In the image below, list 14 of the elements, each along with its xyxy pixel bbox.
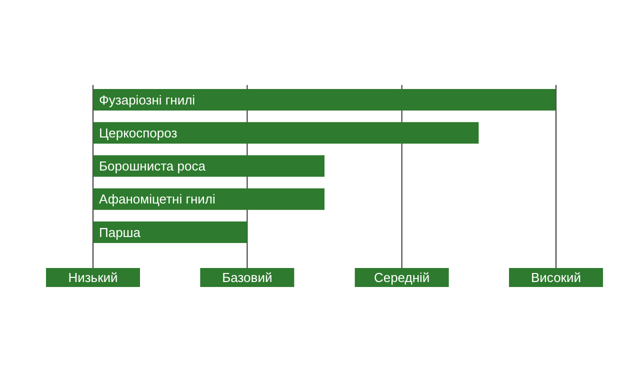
bar	[93, 188, 324, 210]
ref-line-label: Середній	[374, 270, 430, 286]
bar	[93, 221, 248, 243]
y-tick-label: Церкоспороз	[99, 125, 178, 140]
y-tick-label: Парша	[99, 224, 142, 240]
ref-line-label: Низький	[68, 270, 118, 286]
bar	[93, 122, 479, 144]
bar	[93, 155, 324, 177]
ref-line-label: Високий	[530, 270, 582, 286]
y-tick-label: Фузаріозні гнилі	[99, 92, 196, 108]
y-tick-label: Борошниста роса	[99, 158, 206, 174]
bar	[93, 89, 556, 111]
y-tick-label: Афаноміцетні гнилі	[99, 192, 216, 207]
ref-line-label: Базовий	[222, 270, 272, 286]
